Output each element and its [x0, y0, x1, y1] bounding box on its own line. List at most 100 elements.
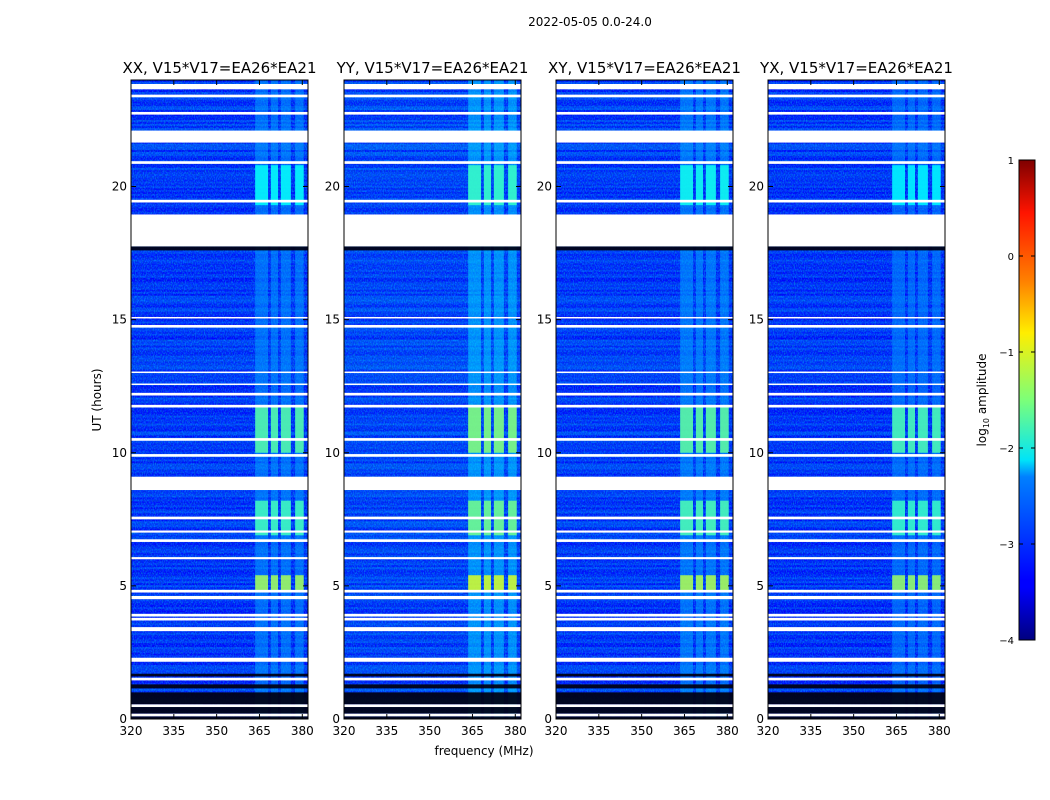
flagged-interval: [344, 627, 521, 632]
flagged-interval: [556, 316, 733, 319]
x-tick-label: 350: [842, 724, 865, 738]
flagged-interval: [131, 677, 308, 681]
flagged-interval: [344, 589, 521, 593]
colorbar-ticks: 1 0 −1 −2 −3 −4: [999, 156, 1035, 647]
rfi-burst: [280, 575, 291, 592]
colorbar-label: log10 amplitude: [975, 354, 991, 447]
flagged-interval: [768, 557, 945, 560]
flagged-interval: [768, 530, 945, 533]
flagged-interval: [131, 404, 308, 408]
flagged-interval: [344, 161, 521, 164]
low-amplitude-row: [768, 707, 945, 714]
rfi-burst: [932, 404, 941, 453]
flagged-interval: [556, 627, 733, 632]
flagged-interval: [556, 539, 733, 542]
rfi-band: [270, 80, 279, 719]
flagged-interval: [768, 617, 945, 621]
rfi-burst: [468, 404, 482, 453]
flagged-interval: [556, 161, 733, 164]
flagged-interval: [768, 83, 945, 90]
low-amplitude-row: [131, 692, 308, 705]
low-amplitude-row: [131, 707, 308, 714]
x-tick-label: 365: [885, 724, 908, 738]
low-amplitude-row: [344, 673, 521, 677]
flagged-interval: [131, 130, 308, 143]
flagged-interval: [131, 627, 308, 632]
y-tick-label: 20: [325, 180, 340, 194]
rfi-burst: [720, 575, 729, 592]
flagged-interval: [768, 613, 945, 617]
low-amplitude-row: [344, 716, 521, 719]
panel-xy-image: [556, 80, 733, 719]
flagged-interval: [131, 713, 308, 717]
rfi-burst: [255, 575, 269, 592]
rfi-burst: [705, 165, 716, 206]
figure-title: 2022-05-05 0.0-24.0: [528, 15, 652, 29]
rfi-burst: [907, 404, 916, 453]
flagged-interval: [344, 316, 521, 319]
y-tick-label: 10: [749, 446, 764, 460]
rfi-burst: [917, 404, 928, 453]
flagged-interval: [556, 392, 733, 396]
flagged-interval: [131, 83, 308, 90]
flagged-interval: [556, 557, 733, 560]
panel-xx-image: [131, 80, 308, 719]
flagged-interval: [344, 371, 521, 374]
rfi-burst: [493, 404, 504, 453]
y-axis-label: UT (hours): [90, 368, 104, 431]
flagged-interval: [344, 516, 521, 520]
low-amplitude-row: [556, 684, 733, 689]
rfi-burst: [493, 575, 504, 592]
flagged-interval: [344, 595, 521, 600]
flagged-interval: [344, 214, 521, 247]
flagged-interval: [768, 704, 945, 708]
flagged-interval: [768, 476, 945, 491]
flagged-interval: [768, 111, 945, 115]
flagged-interval: [344, 324, 521, 328]
x-tick-label: 335: [799, 724, 822, 738]
flagged-interval: [556, 404, 733, 408]
panel-frame: [767, 79, 946, 720]
flagged-interval: [768, 392, 945, 396]
flagged-interval: [131, 161, 308, 164]
x-tick-label: 380: [291, 724, 314, 738]
rfi-burst: [892, 165, 906, 206]
y-tick-label: 5: [756, 579, 764, 593]
flagged-interval: [344, 94, 521, 98]
flagged-interval: [556, 130, 733, 143]
y-tick-label: 20: [749, 180, 764, 194]
colorbar-tick-label: −1: [999, 348, 1014, 359]
rfi-burst: [508, 165, 517, 206]
rfi-burst: [483, 404, 492, 453]
flagged-interval: [131, 383, 308, 386]
noise-light: [131, 80, 308, 719]
y-tick-label: 20: [112, 180, 127, 194]
flagged-interval: [768, 657, 945, 662]
low-amplitude-row: [768, 716, 945, 719]
y-tick-label: 10: [537, 446, 552, 460]
rfi-band: [705, 80, 716, 719]
flagged-interval: [768, 454, 945, 457]
flagged-interval: [556, 438, 733, 441]
panel-frame: [555, 79, 734, 720]
y-tick-label: 15: [112, 313, 127, 327]
x-tick-label: 380: [716, 724, 739, 738]
rfi-burst: [680, 404, 694, 453]
rfi-band: [508, 80, 517, 719]
flagged-interval: [556, 476, 733, 491]
flagged-interval: [556, 657, 733, 662]
rfi-burst: [932, 165, 941, 206]
flagged-interval: [556, 677, 733, 681]
low-amplitude-row: [556, 707, 733, 714]
flagged-interval: [768, 627, 945, 632]
rfi-burst: [705, 575, 716, 592]
panel-xy: XY, V15*V17=EA26*EA21 320 335 350 365 380 0 5 10…: [537, 59, 741, 738]
rfi-burst: [295, 575, 304, 592]
flagged-interval: [344, 704, 521, 708]
colorbar-tick-label: 0: [1008, 252, 1014, 263]
flagged-interval: [131, 111, 308, 115]
flagged-interval: [344, 383, 521, 386]
flagged-interval: [556, 324, 733, 328]
flagged-interval: [131, 94, 308, 98]
x-tick-label: 350: [205, 724, 228, 738]
